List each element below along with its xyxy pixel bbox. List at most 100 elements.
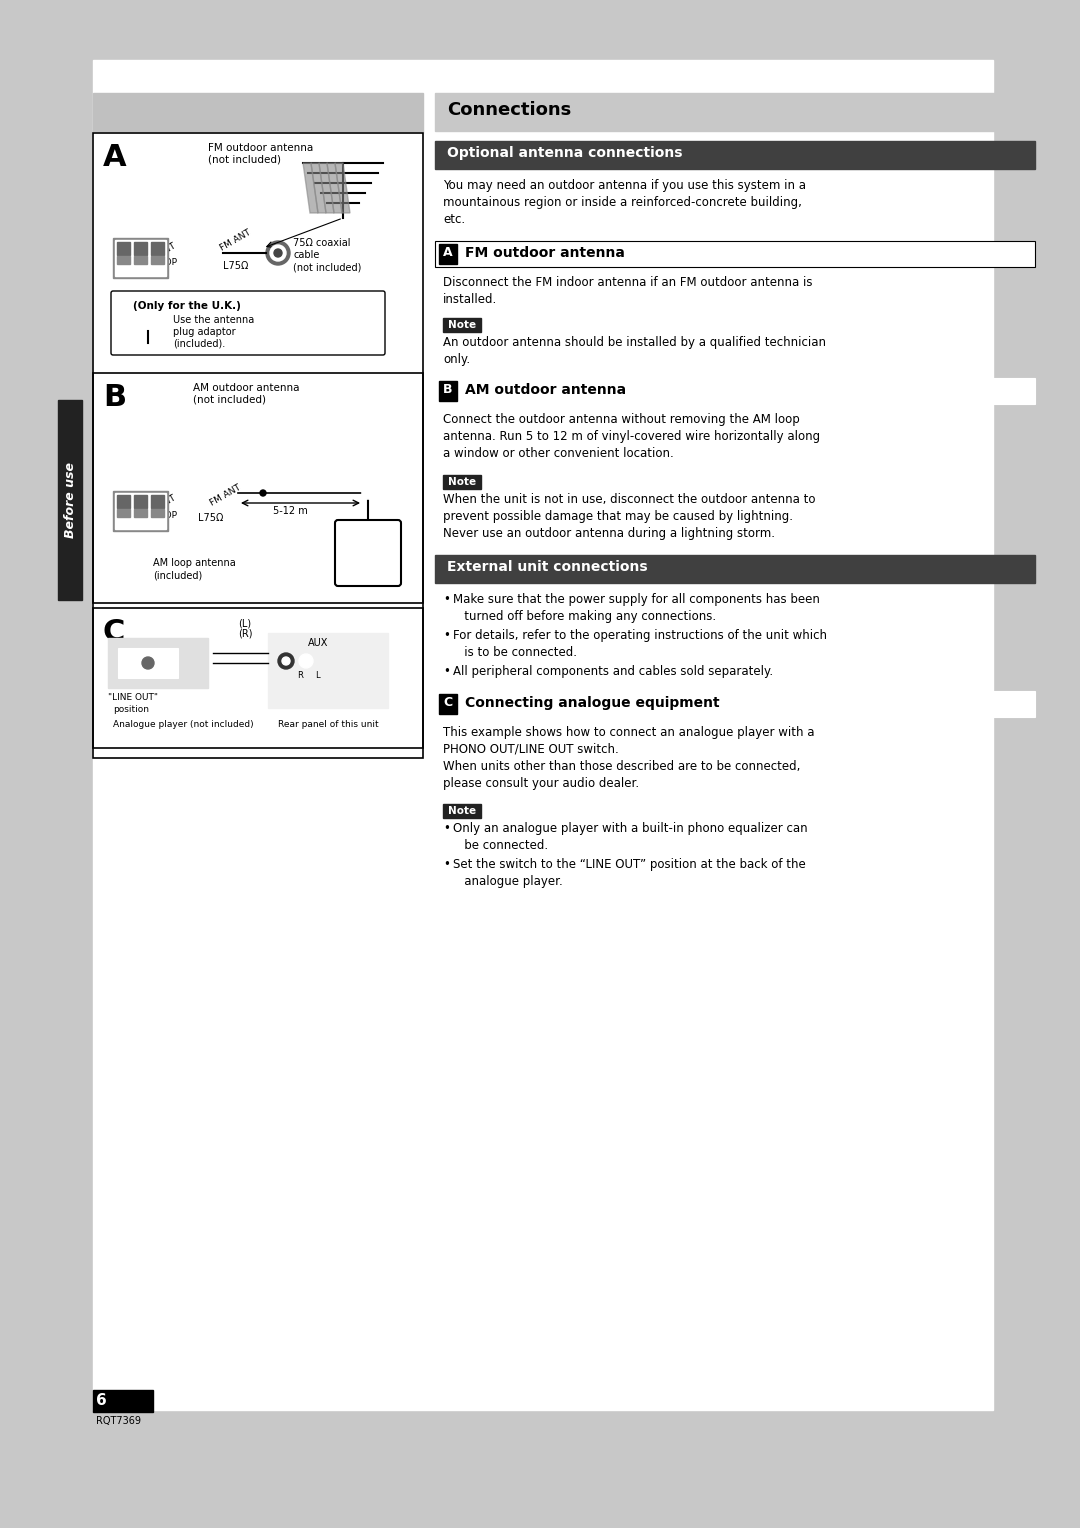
- Bar: [435, 241, 1035, 267]
- Text: •: •: [443, 822, 450, 834]
- Text: Note: Note: [448, 805, 476, 816]
- Text: Only an analogue player with a built-in phono equalizer can
   be connected.: Only an analogue player with a built-in …: [453, 822, 808, 853]
- Text: C: C: [444, 695, 453, 709]
- Bar: [113, 490, 168, 532]
- Polygon shape: [311, 163, 326, 212]
- Bar: [93, 60, 993, 1410]
- Bar: [151, 509, 164, 516]
- Text: (not included): (not included): [293, 261, 362, 272]
- Circle shape: [274, 249, 282, 257]
- Text: B: B: [103, 384, 126, 413]
- Circle shape: [299, 654, 313, 668]
- FancyBboxPatch shape: [111, 290, 384, 354]
- Text: A: A: [103, 144, 126, 173]
- Text: External unit connections: External unit connections: [447, 559, 648, 575]
- Text: EXT: EXT: [118, 521, 135, 530]
- Bar: [151, 495, 164, 507]
- Text: FM ANT: FM ANT: [208, 483, 242, 507]
- Bar: [134, 257, 147, 264]
- Bar: [93, 93, 423, 133]
- Bar: [438, 244, 457, 264]
- Text: (included): (included): [153, 570, 202, 581]
- Bar: [93, 608, 423, 749]
- Text: Optional antenna connections: Optional antenna connections: [447, 147, 683, 160]
- Text: Make sure that the power supply for all components has been
   turned off before: Make sure that the power supply for all …: [453, 593, 820, 623]
- Text: When the unit is not in use, disconnect the outdoor antenna to
prevent possible : When the unit is not in use, disconnect …: [443, 494, 815, 539]
- Bar: [113, 238, 168, 278]
- Circle shape: [270, 244, 286, 261]
- Text: Set the switch to the “LINE OUT” position at the back of the
   analogue player.: Set the switch to the “LINE OUT” positio…: [453, 859, 806, 888]
- Text: Connections: Connections: [447, 101, 571, 119]
- Text: This example shows how to connect an analogue player with a
PHONO OUT/LINE OUT s: This example shows how to connect an ana…: [443, 726, 814, 790]
- Text: (L): (L): [238, 617, 252, 628]
- Text: LOOP: LOOP: [153, 510, 177, 520]
- Text: (Only for the U.K.): (Only for the U.K.): [133, 301, 241, 312]
- Text: EXT: EXT: [118, 267, 135, 277]
- Bar: [438, 694, 457, 714]
- Bar: [93, 133, 423, 758]
- Text: A: A: [443, 246, 453, 260]
- Bar: [93, 133, 423, 758]
- Polygon shape: [327, 163, 342, 212]
- Bar: [443, 475, 481, 489]
- Text: 6: 6: [96, 1394, 107, 1407]
- Bar: [443, 318, 481, 332]
- Bar: [117, 495, 130, 507]
- Text: •: •: [443, 593, 450, 607]
- Bar: [438, 380, 457, 400]
- Circle shape: [282, 657, 291, 665]
- Text: •: •: [443, 665, 450, 678]
- Text: "LINE OUT": "LINE OUT": [108, 694, 158, 701]
- Text: AM ANT: AM ANT: [143, 494, 178, 518]
- Bar: [117, 241, 130, 255]
- Bar: [435, 141, 1035, 170]
- Text: Disconnect the FM indoor antenna if an FM outdoor antenna is
installed.: Disconnect the FM indoor antenna if an F…: [443, 277, 812, 306]
- Bar: [117, 509, 130, 516]
- Text: FM outdoor antenna: FM outdoor antenna: [208, 144, 313, 153]
- Text: •: •: [443, 630, 450, 642]
- Bar: [93, 373, 423, 604]
- Text: plug adaptor: plug adaptor: [173, 327, 235, 338]
- Text: Before use: Before use: [64, 461, 77, 538]
- Text: AUX: AUX: [308, 639, 328, 648]
- Circle shape: [362, 487, 374, 500]
- Bar: [114, 494, 166, 529]
- Bar: [151, 257, 164, 264]
- Text: B: B: [443, 384, 453, 396]
- Text: FM outdoor antenna: FM outdoor antenna: [465, 246, 625, 260]
- Text: L75Ω: L75Ω: [222, 261, 248, 270]
- Bar: [443, 804, 481, 817]
- Text: You may need an outdoor antenna if you use this system in a
mountainous region o: You may need an outdoor antenna if you u…: [443, 179, 806, 226]
- Polygon shape: [335, 163, 350, 212]
- Bar: [435, 377, 1035, 403]
- Bar: [435, 555, 1035, 584]
- Circle shape: [278, 652, 294, 669]
- Bar: [435, 241, 1035, 267]
- Text: C: C: [103, 617, 125, 646]
- Bar: [118, 648, 178, 678]
- Polygon shape: [303, 163, 318, 212]
- FancyBboxPatch shape: [335, 520, 401, 587]
- Bar: [117, 257, 130, 264]
- Text: Note: Note: [448, 477, 476, 487]
- Bar: [435, 691, 1035, 717]
- Text: LOOP: LOOP: [153, 258, 177, 267]
- Bar: [93, 1390, 153, 1412]
- Bar: [151, 241, 164, 255]
- Polygon shape: [319, 163, 334, 212]
- Bar: [435, 93, 1035, 131]
- Bar: [93, 373, 423, 604]
- Text: AM outdoor antenna: AM outdoor antenna: [465, 384, 626, 397]
- Text: For details, refer to the operating instructions of the unit which
   is to be c: For details, refer to the operating inst…: [453, 630, 827, 659]
- Text: AM ANT: AM ANT: [143, 241, 178, 266]
- Text: (not included): (not included): [193, 396, 266, 405]
- Text: position: position: [113, 704, 149, 714]
- Text: Analogue player (not included): Analogue player (not included): [113, 720, 254, 729]
- Bar: [134, 241, 147, 255]
- Circle shape: [141, 657, 154, 669]
- Bar: [134, 495, 147, 507]
- Circle shape: [266, 241, 291, 264]
- Text: Connect the outdoor antenna without removing the AM loop
antenna. Run 5 to 12 m : Connect the outdoor antenna without remo…: [443, 413, 820, 460]
- Text: AM loop antenna: AM loop antenna: [153, 558, 235, 568]
- Text: (included).: (included).: [173, 339, 226, 348]
